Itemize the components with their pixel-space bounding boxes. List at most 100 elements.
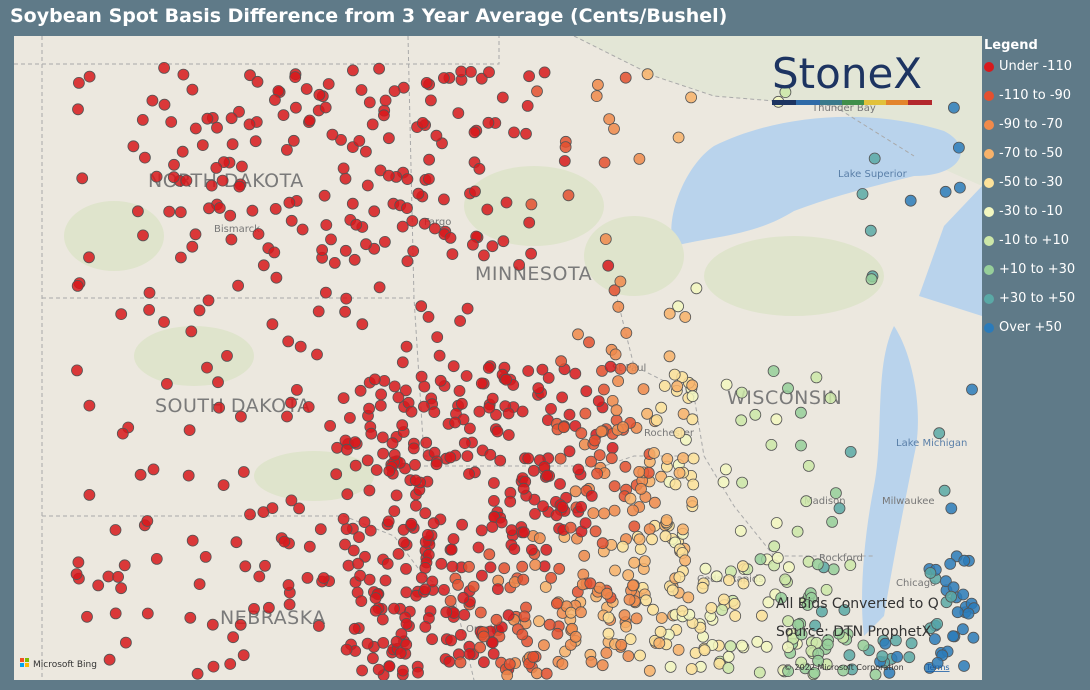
location-point[interactable] bbox=[473, 405, 486, 418]
location-point[interactable] bbox=[303, 114, 316, 127]
location-point[interactable] bbox=[931, 657, 944, 669]
location-point[interactable] bbox=[163, 205, 176, 218]
location-point[interactable] bbox=[826, 515, 838, 528]
location-point[interactable] bbox=[346, 197, 359, 210]
location-point[interactable] bbox=[857, 639, 870, 652]
location-point[interactable] bbox=[498, 562, 511, 575]
location-point[interactable] bbox=[401, 202, 413, 215]
location-point[interactable] bbox=[289, 71, 302, 83]
location-point[interactable] bbox=[962, 607, 975, 620]
location-point[interactable] bbox=[800, 495, 813, 508]
location-point[interactable] bbox=[352, 557, 365, 570]
location-point[interactable] bbox=[348, 253, 361, 266]
location-point[interactable] bbox=[585, 489, 598, 502]
location-point[interactable] bbox=[416, 117, 429, 129]
location-point[interactable] bbox=[641, 68, 654, 81]
location-point[interactable] bbox=[203, 202, 215, 215]
legend-item[interactable]: -90 to -70 bbox=[982, 117, 1090, 146]
location-point[interactable] bbox=[383, 660, 396, 673]
location-point[interactable] bbox=[591, 467, 603, 480]
location-point[interactable] bbox=[356, 664, 369, 677]
location-point[interactable] bbox=[461, 302, 474, 315]
location-point[interactable] bbox=[440, 606, 453, 619]
location-point[interactable] bbox=[496, 91, 509, 104]
location-point[interactable] bbox=[158, 61, 171, 74]
location-point[interactable] bbox=[437, 193, 450, 206]
location-point[interactable] bbox=[957, 588, 970, 601]
location-point[interactable] bbox=[431, 331, 444, 344]
location-point[interactable] bbox=[458, 609, 471, 621]
location-point[interactable] bbox=[396, 356, 409, 369]
location-point[interactable] bbox=[620, 327, 633, 339]
location-point[interactable] bbox=[531, 85, 543, 98]
location-point[interactable] bbox=[349, 436, 362, 449]
location-point[interactable] bbox=[505, 524, 518, 537]
location-point[interactable] bbox=[605, 452, 618, 465]
location-point[interactable] bbox=[290, 383, 303, 396]
location-point[interactable] bbox=[205, 179, 218, 192]
location-point[interactable] bbox=[627, 504, 639, 517]
location-point[interactable] bbox=[617, 421, 629, 434]
location-point[interactable] bbox=[504, 495, 517, 508]
location-point[interactable] bbox=[426, 575, 439, 588]
location-point[interactable] bbox=[165, 116, 178, 128]
location-point[interactable] bbox=[409, 474, 422, 487]
location-point[interactable] bbox=[199, 551, 212, 563]
location-point[interactable] bbox=[494, 454, 507, 467]
location-point[interactable] bbox=[143, 303, 156, 316]
location-point[interactable] bbox=[221, 349, 233, 362]
location-point[interactable] bbox=[388, 380, 401, 393]
location-point[interactable] bbox=[249, 135, 262, 148]
location-point[interactable] bbox=[838, 604, 851, 616]
location-point[interactable] bbox=[502, 407, 515, 420]
location-point[interactable] bbox=[289, 101, 302, 114]
location-point[interactable] bbox=[751, 635, 764, 648]
location-point[interactable] bbox=[361, 637, 374, 650]
location-point[interactable] bbox=[341, 488, 354, 501]
location-point[interactable] bbox=[418, 217, 431, 230]
location-point[interactable] bbox=[603, 113, 616, 125]
location-point[interactable] bbox=[904, 194, 917, 207]
location-point[interactable] bbox=[525, 198, 538, 211]
location-point[interactable] bbox=[556, 658, 569, 670]
location-point[interactable] bbox=[213, 202, 226, 214]
location-point[interactable] bbox=[363, 402, 376, 415]
location-point[interactable] bbox=[253, 570, 266, 583]
location-point[interactable] bbox=[609, 348, 622, 361]
location-point[interactable] bbox=[186, 240, 199, 253]
location-point[interactable] bbox=[648, 447, 660, 459]
location-point[interactable] bbox=[737, 577, 750, 590]
location-point[interactable] bbox=[477, 656, 490, 669]
location-point[interactable] bbox=[623, 593, 636, 606]
location-point[interactable] bbox=[314, 523, 327, 536]
location-point[interactable] bbox=[446, 248, 459, 261]
location-point[interactable] bbox=[92, 579, 105, 592]
location-point[interactable] bbox=[454, 315, 467, 327]
location-point[interactable] bbox=[564, 521, 577, 534]
location-point[interactable] bbox=[388, 505, 401, 518]
location-point[interactable] bbox=[368, 205, 381, 218]
location-point[interactable] bbox=[484, 448, 497, 461]
location-point[interactable] bbox=[374, 164, 387, 177]
location-point[interactable] bbox=[417, 400, 430, 413]
location-point[interactable] bbox=[138, 151, 151, 164]
location-point[interactable] bbox=[575, 606, 587, 619]
location-point[interactable] bbox=[326, 128, 339, 141]
location-point[interactable] bbox=[945, 590, 957, 603]
location-point[interactable] bbox=[184, 611, 197, 624]
location-point[interactable] bbox=[407, 245, 420, 258]
location-point[interactable] bbox=[602, 611, 615, 624]
location-point[interactable] bbox=[262, 601, 275, 614]
location-point[interactable] bbox=[381, 557, 394, 570]
location-point[interactable] bbox=[183, 424, 196, 437]
location-point[interactable] bbox=[538, 66, 551, 79]
location-point[interactable] bbox=[608, 284, 621, 297]
location-point[interactable] bbox=[634, 649, 646, 662]
location-point[interactable] bbox=[579, 517, 592, 530]
location-point[interactable] bbox=[938, 484, 951, 497]
location-point[interactable] bbox=[508, 543, 521, 555]
location-point[interactable] bbox=[437, 72, 450, 84]
location-point[interactable] bbox=[317, 572, 330, 584]
location-point[interactable] bbox=[137, 229, 149, 242]
location-point[interactable] bbox=[722, 662, 735, 674]
